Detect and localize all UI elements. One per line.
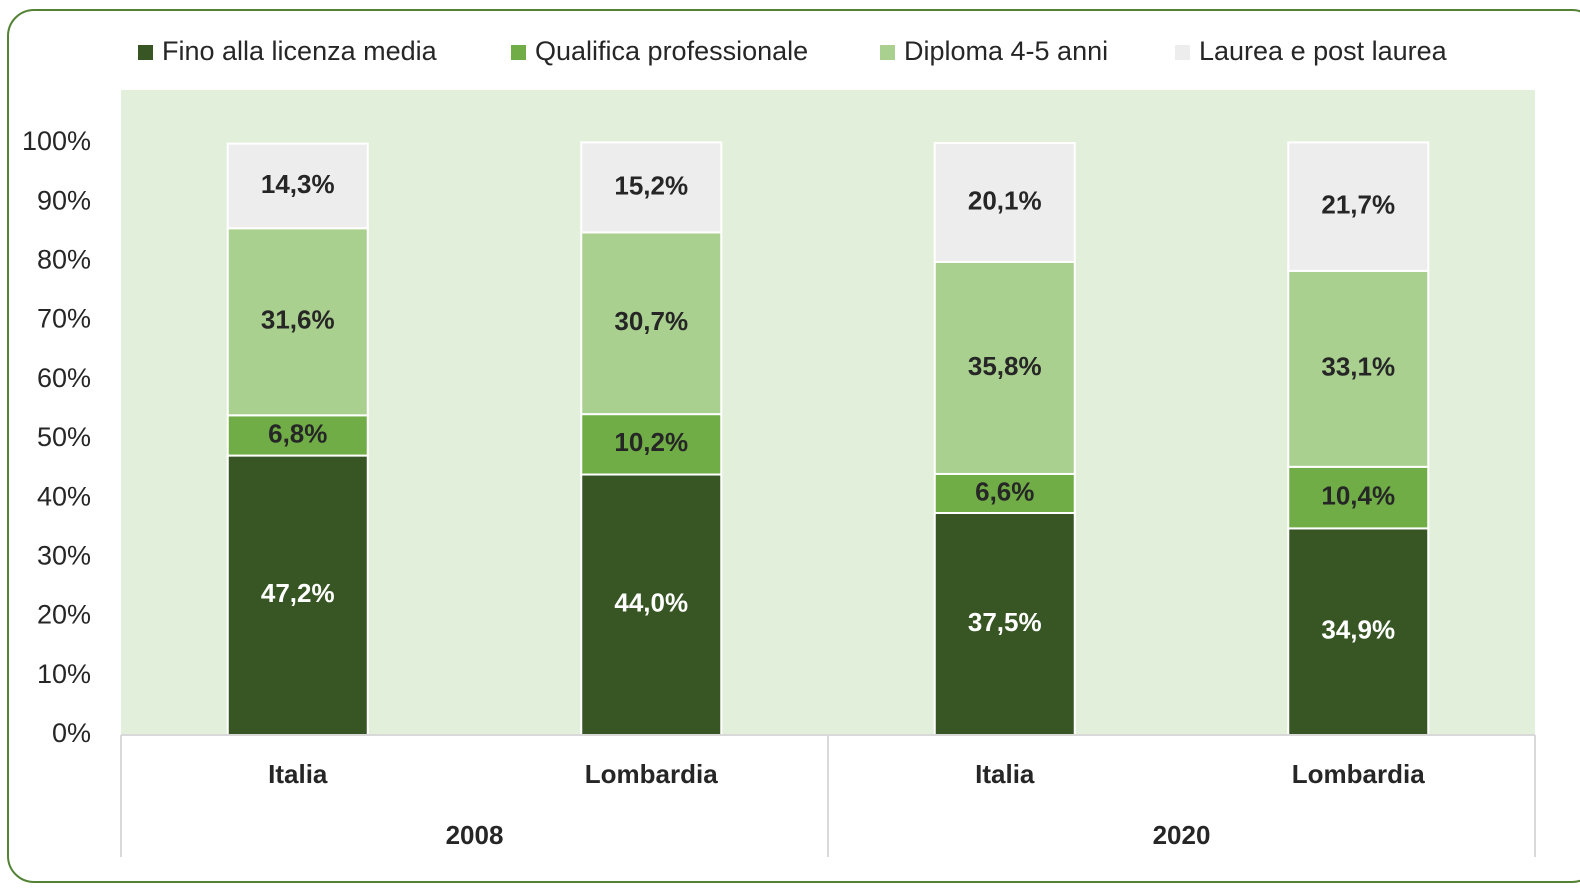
- data-label: 20,1%: [968, 185, 1042, 215]
- data-label: 44,0%: [614, 588, 688, 618]
- bar-segment: [226, 227, 369, 417]
- data-label: 31,6%: [261, 305, 335, 335]
- legend-label: Laurea e post laurea: [1199, 36, 1448, 66]
- y-tick-label: 70%: [37, 304, 91, 334]
- bar-segment: [933, 260, 1076, 475]
- bar-segment: [933, 142, 1076, 263]
- legend-label: Qualifica professionale: [535, 36, 808, 66]
- y-tick-label: 80%: [37, 245, 91, 275]
- group-label: 2008: [446, 820, 504, 850]
- data-label: 37,5%: [968, 607, 1042, 637]
- legend-swatch: [511, 45, 526, 60]
- bar-segment: [580, 473, 723, 736]
- data-label: 30,7%: [614, 306, 688, 336]
- bar-segment: [1287, 141, 1430, 272]
- bar-segment: [1287, 527, 1430, 737]
- bar-segment: [580, 413, 723, 476]
- data-label: 15,2%: [614, 170, 688, 200]
- x-tick-label: Lombardia: [585, 759, 718, 789]
- x-tick-label: Lombardia: [1292, 759, 1425, 789]
- y-tick-label: 20%: [37, 600, 91, 630]
- data-label: 33,1%: [1321, 352, 1395, 382]
- y-tick-label: 90%: [37, 185, 91, 215]
- data-label: 10,4%: [1321, 480, 1395, 510]
- data-label: 6,8%: [268, 418, 327, 448]
- data-label: 21,7%: [1321, 190, 1395, 220]
- y-tick-label: 50%: [37, 422, 91, 452]
- y-tick-label: 40%: [37, 481, 91, 511]
- x-tick-label: Italia: [975, 759, 1035, 789]
- data-label: 34,9%: [1321, 615, 1395, 645]
- data-label: 6,6%: [975, 476, 1034, 506]
- legend-swatch: [1175, 45, 1190, 60]
- y-tick-label: 100%: [22, 126, 91, 156]
- y-tick-label: 30%: [37, 541, 91, 571]
- legend-swatch: [138, 45, 153, 60]
- bar-segment: [1287, 465, 1430, 530]
- bar-segment: [580, 231, 723, 416]
- data-label: 35,8%: [968, 351, 1042, 381]
- y-tick-label: 0%: [52, 718, 91, 748]
- y-tick-label: 60%: [37, 363, 91, 393]
- group-label: 2020: [1153, 820, 1211, 850]
- bar-segment: [933, 472, 1076, 515]
- legend-label: Diploma 4-5 anni: [904, 36, 1108, 66]
- legend-label: Fino alla licenza media: [162, 36, 438, 66]
- y-tick-label: 10%: [37, 659, 91, 689]
- bar-segment: [933, 512, 1076, 736]
- data-label: 14,3%: [261, 169, 335, 199]
- bar-segment: [226, 142, 369, 230]
- data-label: 10,2%: [614, 427, 688, 457]
- bar-segment: [580, 141, 723, 234]
- data-label: 47,2%: [261, 578, 335, 608]
- bar-segment: [226, 454, 369, 736]
- x-tick-label: Italia: [268, 759, 328, 789]
- legend-swatch: [880, 45, 895, 60]
